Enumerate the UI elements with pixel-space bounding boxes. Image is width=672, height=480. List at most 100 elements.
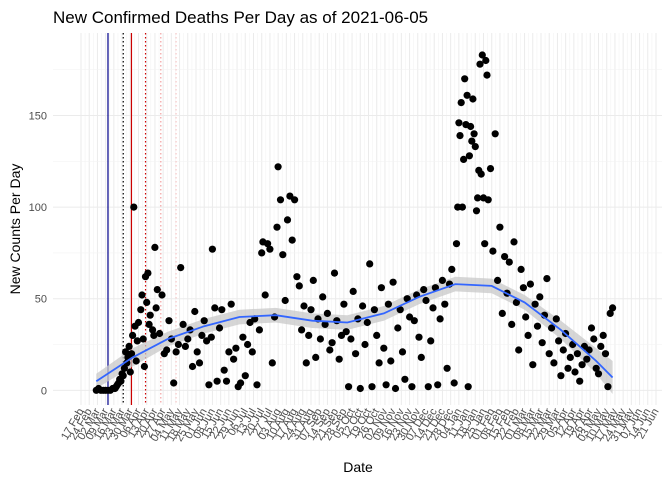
data-point: [533, 322, 542, 330]
data-point: [274, 163, 282, 171]
data-point: [255, 326, 263, 334]
data-point: [443, 364, 451, 372]
data-point: [478, 51, 486, 59]
data-point: [410, 317, 418, 325]
data-point: [237, 379, 245, 387]
data-point: [145, 320, 153, 328]
data-point: [460, 155, 468, 163]
data-point: [295, 282, 303, 290]
data-point: [515, 346, 523, 354]
x-axis-title: Date: [343, 459, 373, 475]
data-point: [309, 276, 317, 284]
data-point: [429, 304, 437, 312]
data-point: [359, 302, 367, 310]
data-point: [345, 383, 353, 391]
data-point: [477, 170, 485, 178]
data-point: [140, 362, 148, 371]
data-point: [239, 333, 247, 341]
data-point: [538, 339, 546, 347]
data-point: [153, 286, 161, 294]
data-point: [352, 350, 360, 358]
data-point: [461, 75, 469, 83]
data-point: [232, 344, 240, 352]
data-point: [564, 364, 572, 372]
data-point: [450, 379, 458, 387]
smooth-curve: [95, 283, 614, 382]
data-point: [463, 91, 471, 99]
data-point: [279, 251, 287, 259]
data-point: [482, 56, 490, 65]
data-point: [248, 348, 256, 356]
data-point: [130, 203, 138, 211]
data-point: [486, 165, 495, 173]
data-point: [467, 122, 475, 131]
data-point: [143, 298, 151, 306]
y-tick-label: 100: [29, 202, 47, 214]
y-tick-label: 50: [35, 294, 47, 306]
data-point: [606, 309, 614, 317]
data-point: [536, 293, 544, 301]
data-point: [123, 359, 131, 367]
data-point: [156, 329, 164, 338]
data-point: [519, 284, 528, 292]
data-point: [222, 377, 231, 385]
data-point: [427, 337, 435, 345]
chart-title: New Confirmed Deaths Per Day as of 2021-…: [53, 8, 428, 27]
data-point: [244, 340, 252, 349]
data-point: [363, 318, 371, 327]
data-point: [291, 196, 299, 204]
data-point: [340, 300, 348, 308]
data-point: [268, 359, 276, 367]
data-point: [151, 243, 159, 251]
data-point: [126, 368, 134, 376]
data-point: [498, 309, 506, 317]
data-point: [134, 318, 143, 327]
data-point: [415, 333, 423, 341]
data-point: [472, 207, 481, 215]
data-point: [150, 331, 158, 339]
data-point: [555, 337, 563, 345]
data-point: [380, 344, 388, 352]
data-point: [283, 216, 292, 224]
data-point: [505, 258, 513, 266]
y-tick-label: 150: [29, 110, 47, 122]
data-point: [138, 291, 146, 299]
data-point: [590, 335, 598, 343]
data-point: [335, 355, 343, 363]
data-point: [375, 359, 383, 367]
data-point: [319, 293, 327, 301]
data-point: [370, 306, 378, 314]
data-point: [177, 264, 185, 272]
data-point: [448, 265, 456, 273]
data-point: [566, 353, 574, 361]
data-point: [307, 306, 315, 314]
data-point: [382, 381, 390, 389]
data-point: [258, 249, 266, 257]
data-point: [302, 359, 310, 367]
data-point: [366, 260, 374, 268]
data-point: [441, 300, 449, 308]
data-point: [207, 333, 215, 341]
data-point: [347, 335, 355, 343]
data-point: [512, 298, 521, 306]
data-point: [349, 287, 357, 295]
data-point: [293, 273, 301, 281]
data-point: [368, 383, 376, 391]
data-point: [195, 359, 204, 367]
data-point: [230, 355, 238, 363]
data-point: [305, 331, 313, 339]
data-point: [465, 152, 473, 160]
data-point: [266, 245, 274, 253]
data-point: [170, 379, 178, 387]
data-point: [526, 280, 535, 288]
data-point: [163, 346, 171, 354]
reference-lines: [107, 33, 177, 405]
data-point: [119, 372, 127, 380]
data-point: [273, 223, 281, 231]
data-point: [149, 326, 157, 334]
data-point: [127, 350, 136, 358]
y-axis-title: New Counts Per Day: [7, 164, 23, 295]
data-point: [531, 300, 539, 308]
data-point: [552, 315, 560, 323]
data-point: [464, 383, 472, 391]
